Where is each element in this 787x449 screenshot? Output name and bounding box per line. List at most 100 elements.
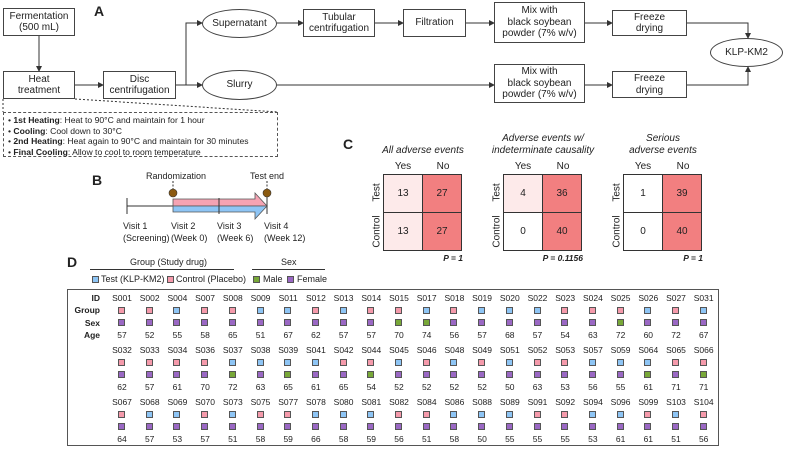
age-value: 58	[338, 434, 349, 444]
participant-id: S032	[112, 345, 132, 355]
group-marker	[311, 307, 319, 314]
participant-id: S053	[555, 345, 576, 355]
age-value: 58	[200, 330, 210, 340]
tubular-centrifugation-box: Tubular centrifugation	[303, 9, 375, 37]
participant-id: S066	[693, 345, 714, 355]
fermentation-box: Fermentation (500 mL)	[3, 8, 75, 36]
heat-step-name: Cooling	[13, 125, 46, 136]
age-value: 55	[532, 434, 543, 444]
panel-label-c: C	[343, 136, 354, 152]
row-label: Test	[491, 183, 503, 202]
group-marker	[533, 307, 541, 314]
row-label: Test	[371, 183, 383, 202]
visit-name: Visit 4	[264, 221, 289, 231]
col-label: Yes	[514, 161, 532, 172]
participant-id: S081	[361, 397, 382, 407]
age-value: 61	[172, 382, 183, 392]
group-marker	[699, 359, 707, 366]
divider	[90, 269, 234, 270]
age-value: 57	[144, 382, 155, 392]
group-marker	[644, 307, 652, 314]
age-value: 61	[643, 434, 654, 444]
col-label: No	[676, 161, 690, 172]
participant-id: S002	[139, 293, 160, 303]
age-value: 52	[449, 382, 460, 392]
group-marker	[478, 307, 486, 314]
sex-marker	[367, 423, 375, 430]
group-marker	[644, 359, 652, 366]
participant-id: S038	[250, 345, 271, 355]
sex-marker	[533, 423, 541, 430]
age-value: 67	[698, 330, 709, 340]
age-value: 71	[671, 382, 681, 392]
age-value: 68	[505, 330, 515, 340]
participant-id: S094	[582, 397, 603, 407]
heat-step: • Final Cooling: Allow to cool to room t…	[8, 146, 201, 157]
sex-marker	[699, 319, 707, 326]
divider	[252, 269, 325, 270]
group-marker	[395, 307, 402, 314]
matrix-cell: 39	[662, 174, 702, 213]
participant-id: S031	[693, 293, 714, 303]
sex-marker	[699, 423, 707, 430]
age-value: 72	[671, 330, 681, 340]
sex-marker	[699, 371, 707, 378]
female-swatch	[287, 276, 294, 283]
group-marker	[256, 411, 264, 418]
group-marker	[505, 307, 513, 314]
age-value: 56	[449, 330, 460, 340]
group-marker	[367, 359, 375, 366]
sex-marker	[644, 371, 652, 378]
group-marker	[201, 307, 209, 314]
participant-id: S089	[499, 397, 520, 407]
control-arrow	[172, 191, 268, 207]
age-value: 51	[255, 330, 266, 340]
sex-marker	[311, 423, 319, 430]
group-marker	[422, 307, 430, 314]
sex-marker	[533, 319, 541, 326]
test-end-label: Test end	[250, 171, 285, 181]
participant-id: S065	[666, 345, 686, 355]
group-marker	[561, 359, 569, 366]
p-value: P = 1	[443, 253, 463, 263]
participant-id: S026	[638, 293, 659, 303]
heat-step-name: Final Cooling	[13, 146, 68, 157]
age-value: 57	[144, 434, 155, 444]
participant-id: S059	[610, 345, 631, 355]
participant-id: S018	[444, 293, 465, 303]
visit-name: Visit 2	[171, 221, 196, 231]
group-marker	[256, 359, 264, 366]
sex-marker	[450, 371, 458, 378]
visit-name: Visit 3	[217, 221, 242, 231]
row-label: Sex	[84, 317, 100, 328]
participant-id: S020	[499, 293, 520, 303]
age-value: 58	[255, 434, 266, 444]
male-legend-label: Male	[263, 274, 283, 284]
heat-step: • 2nd Heating: Heat again to 90°C and ma…	[8, 136, 249, 146]
row-label: Control	[491, 215, 503, 248]
group-marker	[588, 359, 596, 366]
participant-id: S011	[278, 293, 298, 303]
col-label: Yes	[634, 161, 652, 172]
group-marker	[339, 359, 347, 366]
p-value: P = 1	[683, 253, 703, 263]
sex-marker	[450, 319, 458, 326]
test-end-marker	[262, 188, 272, 198]
group-marker	[311, 411, 319, 418]
heat-step-name: 1st Heating	[13, 115, 60, 125]
participant-id: S036	[195, 345, 216, 355]
group-marker	[395, 411, 402, 418]
age-value: 51	[228, 434, 238, 444]
group-marker	[118, 411, 125, 418]
participant-id: S051	[499, 345, 520, 355]
sex-marker	[228, 319, 236, 326]
row-label: ID	[91, 293, 101, 303]
age-value: 62	[311, 330, 321, 340]
klp-km2-ellipse: KLP-KM2	[710, 38, 783, 67]
mix-box-2: Mix with black soybean powder (7% w/v)	[494, 64, 585, 103]
heat-step: • 1st Heating: Heat to 90°C and maintain…	[8, 115, 205, 125]
sex-marker	[561, 319, 569, 326]
group-marker	[339, 307, 347, 314]
participant-id: S017	[416, 293, 437, 303]
sex-marker	[450, 423, 458, 430]
